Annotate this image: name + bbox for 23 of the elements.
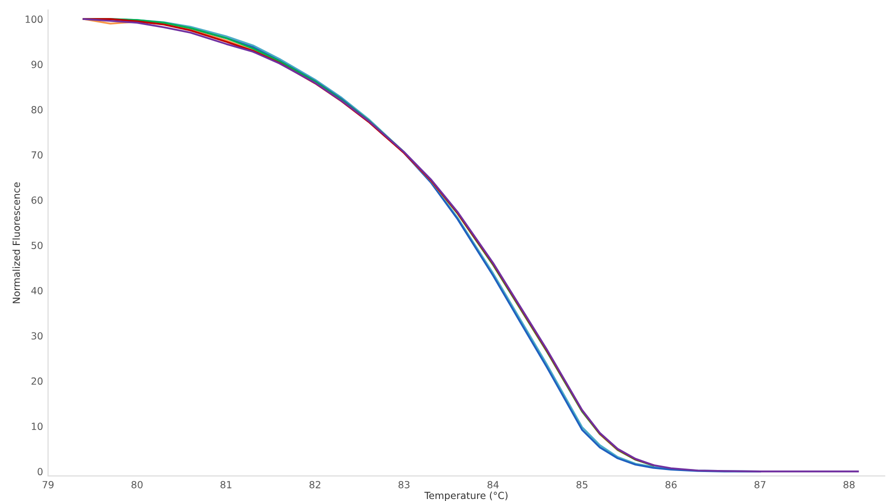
y-tick-label: 70 xyxy=(32,151,43,159)
y-axis-title: Normalized Fluorescence xyxy=(12,182,20,304)
y-tick-label: 100 xyxy=(26,16,43,23)
x-tick-label: 88 xyxy=(844,480,855,488)
x-axis-title: Temperature (°C) xyxy=(424,492,508,501)
y-tick-label: 0 xyxy=(38,468,43,476)
y-tick-label: 20 xyxy=(32,377,43,385)
y-tick-label: 10 xyxy=(32,422,43,430)
x-tick-label: 80 xyxy=(132,480,143,488)
y-tick-label: 40 xyxy=(31,286,43,294)
x-tick-label: 83 xyxy=(398,480,410,488)
y-tick-label: 30 xyxy=(32,332,43,340)
x-tick-label: 87 xyxy=(754,480,766,488)
x-tick-label: 84 xyxy=(488,480,499,488)
x-tick-label: 85 xyxy=(576,480,588,488)
x-tick-label: 82 xyxy=(310,480,320,488)
y-tick-label: 60 xyxy=(32,196,43,204)
x-tick-label: 79 xyxy=(42,480,54,488)
x-tick-label: 86 xyxy=(666,480,677,488)
x-tick-label: 81 xyxy=(220,480,232,488)
y-tick-label: 80 xyxy=(31,106,43,114)
y-tick-label: 50 xyxy=(32,242,43,250)
y-tick-label: 90 xyxy=(31,60,43,68)
